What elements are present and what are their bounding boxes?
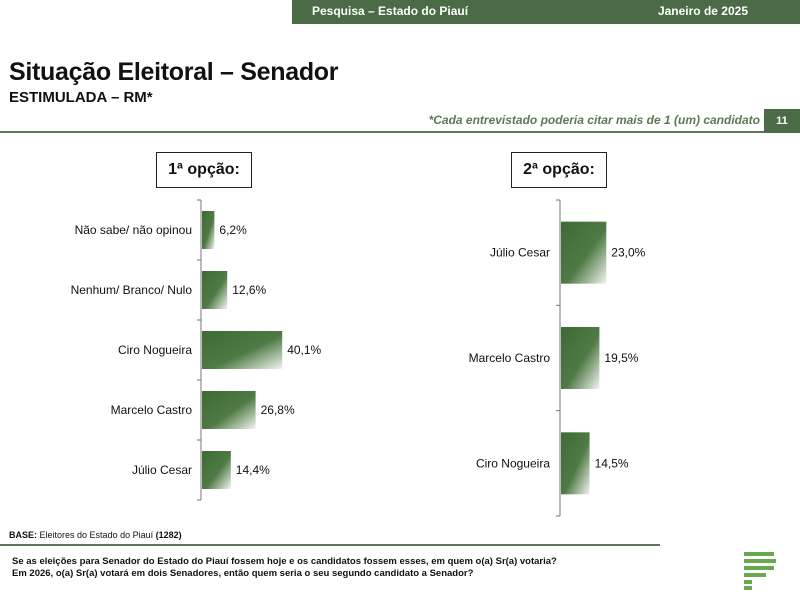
chart1-title: 1ª opção: <box>168 161 240 178</box>
chart1-category-label: Marcelo Castro <box>111 403 193 417</box>
chart1-category-label: Não sabe/ não opinou <box>75 223 192 237</box>
header-bar: Pesquisa – Estado do Piauí Janeiro de 20… <box>292 0 800 24</box>
chart2-category-label: Marcelo Castro <box>469 351 551 365</box>
chart2-title: 2ª opção: <box>523 161 595 178</box>
chart2-title-box: 2ª opção: <box>511 152 607 188</box>
chart1-title-box: 1ª opção: <box>156 152 252 188</box>
base-label: BASE: <box>9 530 38 540</box>
chart1-category-label: Nenhum/ Branco/ Nulo <box>71 283 193 297</box>
chart2-bar <box>561 221 607 284</box>
title-divider <box>0 131 764 133</box>
base-info: BASE: Eleitores do Estado do Piauí (1282… <box>9 530 182 540</box>
survey-title: Pesquisa – Estado do Piauí <box>312 4 469 18</box>
chart2-value-label: 19,5% <box>604 351 638 365</box>
chart2-category-label: Júlio Cesar <box>490 246 550 260</box>
base-count: (1282) <box>155 530 182 540</box>
page-number: 11 <box>764 109 800 133</box>
question-line-2: Em 2026, o(a) Sr(a) votará em dois Senad… <box>12 568 474 579</box>
base-text: Eleitores do Estado do Piauí <box>39 530 154 540</box>
page-subtitle: ESTIMULADA – RM* <box>9 89 153 106</box>
chart2-bar <box>561 327 600 389</box>
question-line-1: Se as eleições para Senador do Estado do… <box>12 556 557 567</box>
chart1-bar <box>202 211 215 249</box>
chart1-value-label: 6,2% <box>219 223 247 237</box>
chart1-value-label: 14,4% <box>236 463 270 477</box>
chart1-value-label: 26,8% <box>261 403 295 417</box>
chart1-bar <box>202 391 256 429</box>
chart2-value-label: 14,5% <box>595 456 629 470</box>
chart1-category-label: Júlio Cesar <box>132 463 192 477</box>
survey-date: Janeiro de 2025 <box>657 4 748 18</box>
brand-logo <box>744 552 776 590</box>
footnote-note: *Cada entrevistado poderia citar mais de… <box>428 113 760 127</box>
chart1-bar <box>202 451 231 489</box>
chart2-value-label: 23,0% <box>611 246 645 260</box>
chart1-value-label: 12,6% <box>232 283 266 297</box>
chart1-category-label: Ciro Nogueira <box>118 343 192 357</box>
survey-question: Se as eleições para Senador do Estado do… <box>12 556 652 580</box>
footer-divider <box>0 544 660 546</box>
chart1-value-label: 40,1% <box>287 343 321 357</box>
chart1-bar <box>202 331 283 369</box>
chart2-bar <box>561 432 590 495</box>
chart2-category-label: Ciro Nogueira <box>476 456 550 470</box>
chart1-bar <box>202 271 228 309</box>
page-title: Situação Eleitoral – Senador <box>9 58 339 86</box>
